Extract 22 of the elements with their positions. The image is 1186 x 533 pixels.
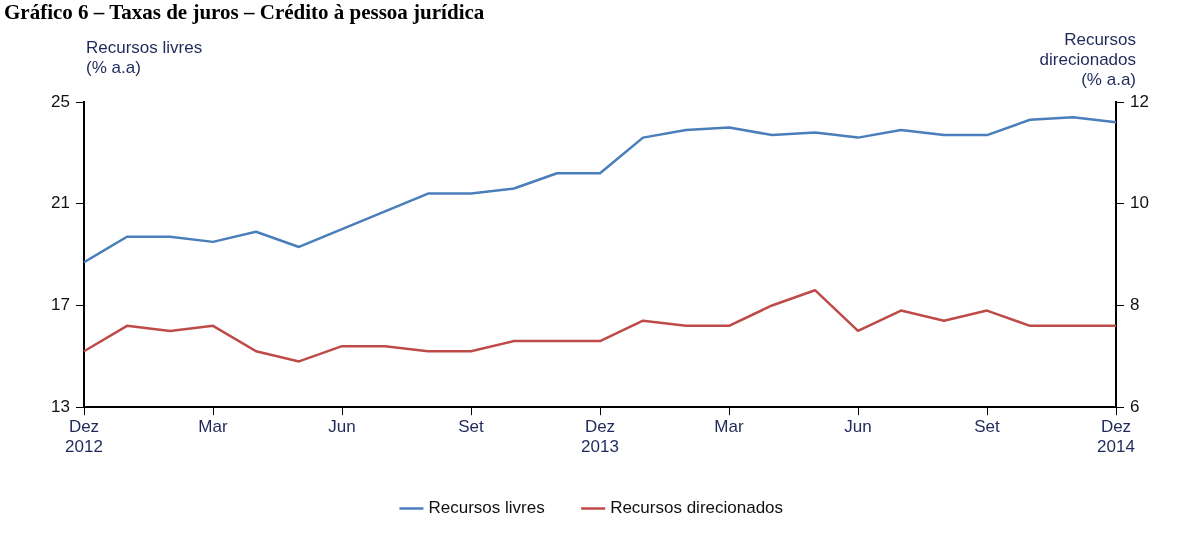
legend-label: Recursos livres xyxy=(428,498,545,518)
y-tick-label: 21 xyxy=(51,193,70,213)
y-tick-label: 13 xyxy=(51,396,70,416)
y2-tick-label: 8 xyxy=(1130,295,1140,315)
x-tick-label: Jun xyxy=(328,417,356,437)
y2-tick-label: 6 xyxy=(1130,396,1140,416)
x-tick-label: Set xyxy=(458,417,485,437)
x-tick-label: Dez 2014 xyxy=(1097,417,1135,457)
y-tick-label: 25 xyxy=(51,91,70,111)
x-tick-label: Mar xyxy=(198,417,228,437)
legend-label: Recursos direcionados xyxy=(610,498,784,518)
x-tick-label: Dez 2012 xyxy=(65,417,103,457)
x-tick-label: Mar xyxy=(714,417,744,437)
y-axis-title: Recursos livres (% a.a) xyxy=(86,38,203,78)
chart-title: Gráfico 6 – Taxas de juros – Crédito à pessoa jurídica xyxy=(4,0,485,25)
x-tick-label: Jun xyxy=(844,417,872,437)
y2-tick-label: 12 xyxy=(1130,91,1149,111)
x-tick-label: Set xyxy=(974,417,1001,437)
y2-axis-title: Recursos direcionados (% a.a) xyxy=(1039,30,1136,90)
x-tick-label: Dez 2013 xyxy=(581,417,619,457)
y-tick-label: 17 xyxy=(51,295,70,315)
y2-tick-label: 10 xyxy=(1130,193,1149,213)
